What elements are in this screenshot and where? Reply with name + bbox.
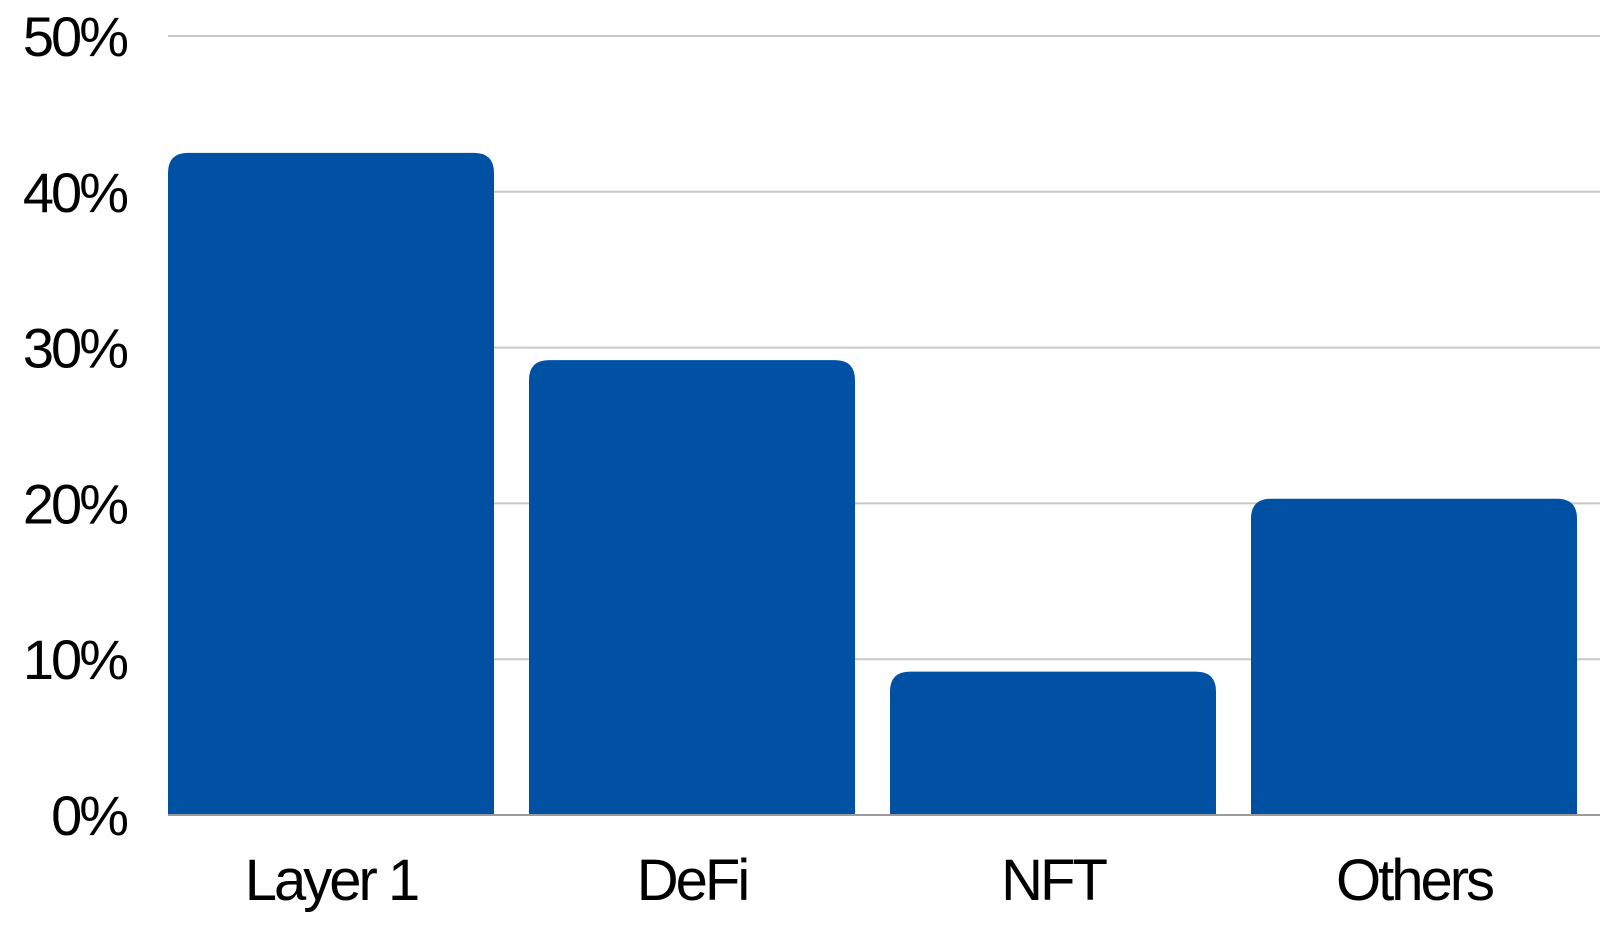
y-tick-label: 10% — [23, 628, 127, 691]
bar-defi — [529, 360, 855, 815]
y-tick-label: 40% — [23, 161, 127, 224]
bar-layer-1 — [168, 152, 494, 816]
x-category-label: DeFi — [637, 848, 747, 913]
y-tick-label: 50% — [23, 5, 127, 68]
x-category-label: NFT — [1001, 848, 1107, 913]
y-tick-label: 0% — [51, 784, 127, 847]
y-tick-label: 30% — [23, 317, 127, 380]
bar-others — [1251, 498, 1577, 815]
bars — [168, 152, 1577, 816]
x-category-label: Layer 1 — [245, 848, 418, 913]
x-axis-labels: Layer 1 DeFi NFT Others — [245, 848, 1496, 913]
y-tick-label: 20% — [23, 472, 127, 535]
x-category-label: Others — [1336, 848, 1493, 913]
y-axis-ticks: 0% 10% 20% 30% 40% 50% — [23, 5, 130, 847]
bar-nft — [890, 671, 1216, 815]
